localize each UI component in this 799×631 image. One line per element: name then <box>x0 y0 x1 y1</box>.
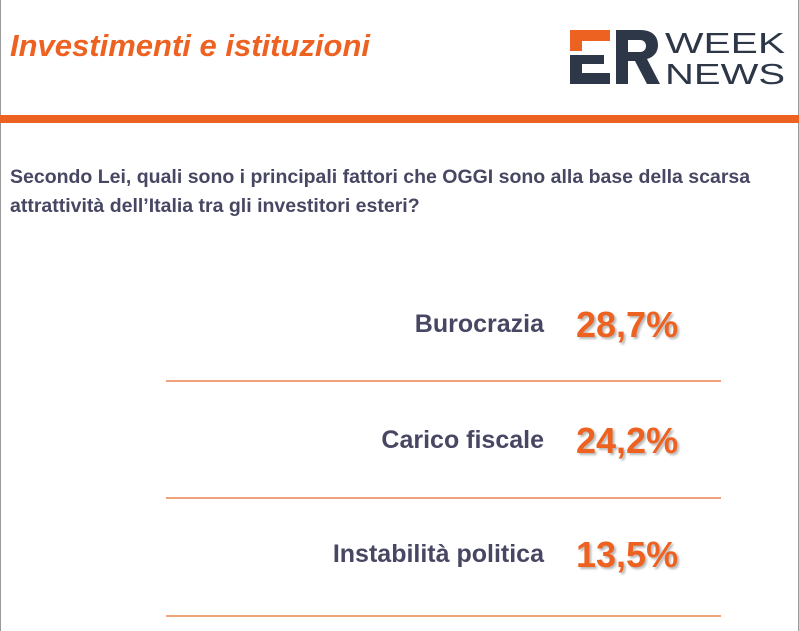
result-label: Burocrazia <box>414 310 544 338</box>
result-divider <box>166 615 721 617</box>
header: Investimenti e istituzioni WEEK NEWS <box>0 0 799 115</box>
result-label: Instabilità politica <box>332 540 544 568</box>
logo-e-bottom <box>570 55 610 84</box>
result-value: 24,2% <box>576 420 679 461</box>
logo-word-news: NEWS <box>665 59 785 86</box>
result-divider <box>166 380 721 382</box>
logo-word-week: WEEK <box>665 28 786 60</box>
er-week-news-logo: WEEK NEWS <box>570 28 786 86</box>
logo-r <box>616 30 660 84</box>
page-title: Investimenti e istituzioni <box>10 28 370 63</box>
header-divider-bar <box>0 115 799 123</box>
result-value: 28,7% <box>576 304 679 345</box>
result-divider <box>166 497 721 499</box>
result-value: 13,5% <box>576 534 679 575</box>
logo-e-top <box>570 30 610 51</box>
survey-question: Secondo Lei, quali sono i principali fat… <box>10 166 751 217</box>
result-label: Carico fiscale <box>381 426 544 454</box>
